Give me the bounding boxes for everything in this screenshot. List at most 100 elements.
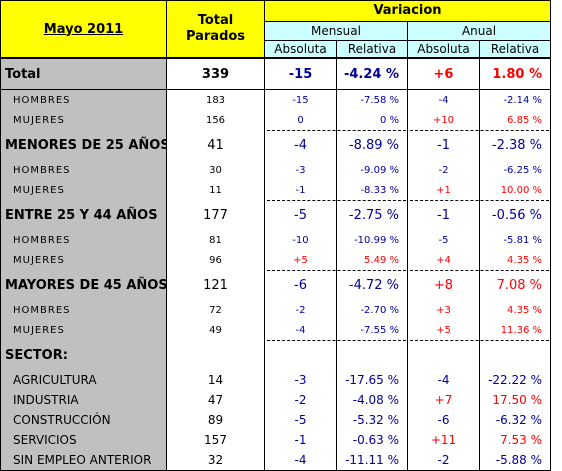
period-label: Mayo 2011	[43, 21, 124, 37]
row-label-sector-12: SECTOR:	[0, 340, 167, 370]
group-separator	[410, 130, 549, 131]
cell-a-rel-mujeres-8: 4.35 %	[480, 250, 551, 270]
cell-a-rel-entre-25-y-44-anos-6: -0.56 %	[480, 200, 551, 230]
cell-a-abs-servicios-16: +11	[408, 430, 480, 450]
row-label-menores-de-25-anos-3: MENORES DE 25 AÑOS:	[0, 130, 167, 160]
row-label-hombres-4: HOMBRES	[0, 160, 167, 180]
cell-total-hombres-7: 81	[167, 230, 265, 250]
row-label-entre-25-y-44-anos-6: ENTRE 25 Y 44 AÑOS	[0, 200, 167, 230]
cell-m-rel-servicios-16: -0.63 %	[337, 430, 408, 450]
cell-a-rel-agricultura-13: -22.22 %	[480, 370, 551, 390]
cell-m-rel-hombres-7: -10.99 %	[337, 230, 408, 250]
cell-m-abs-servicios-16: -1	[265, 430, 337, 450]
row-label-hombres-10: HOMBRES	[0, 300, 167, 320]
cell-m-rel-mujeres-2: 0 %	[337, 110, 408, 130]
variacion-label: Variacion	[373, 3, 442, 18]
cell-a-rel-hombres-1: -2.14 %	[480, 90, 551, 110]
cell-m-abs-menores-de-25-anos-3: -4	[265, 130, 337, 160]
cell-m-rel-sin-empleo-anterior-17: -11.11 %	[337, 450, 408, 471]
cell-a-rel-hombres-4: -6.25 %	[480, 160, 551, 180]
cell-total-hombres-10: 72	[167, 300, 265, 320]
cell-total-servicios-16: 157	[167, 430, 265, 450]
cell-total-mayores-de-45-anos-9: 121	[167, 270, 265, 300]
period-header: Mayo 2011	[0, 0, 167, 58]
cell-a-abs-mujeres-8: +4	[408, 250, 480, 270]
cell-a-rel-hombres-10: 4.35 %	[480, 300, 551, 320]
cell-a-abs-mujeres-2: +10	[408, 110, 480, 130]
cell-m-abs-hombres-4: -3	[265, 160, 337, 180]
cell-total-total-0: 339	[167, 58, 265, 90]
cell-a-rel-mayores-de-45-anos-9: 7.08 %	[480, 270, 551, 300]
cell-m-rel-hombres-4: -9.09 %	[337, 160, 408, 180]
cell-a-abs-hombres-7: -5	[408, 230, 480, 250]
cell-m-rel-hombres-1: -7.58 %	[337, 90, 408, 110]
cell-total-menores-de-25-anos-3: 41	[167, 130, 265, 160]
cell-total-mujeres-2: 156	[167, 110, 265, 130]
cell-m-abs-mujeres-2: 0	[265, 110, 337, 130]
cell-a-abs-mujeres-5: +1	[408, 180, 480, 200]
mensual-label: Mensual	[311, 24, 361, 38]
cell-a-rel-mujeres-11: 11.36 %	[480, 320, 551, 340]
cell-a-abs-sin-empleo-anterior-17: -2	[408, 450, 480, 471]
row-label-total-0: Total	[0, 58, 167, 90]
group-separator	[410, 200, 549, 201]
cell-m-abs-agricultura-13: -3	[265, 370, 337, 390]
cell-m-abs-hombres-10: -2	[265, 300, 337, 320]
cell-a-abs-total-0: +6	[408, 58, 480, 90]
cell-a-rel-mujeres-2: 6.85 %	[480, 110, 551, 130]
cell-m-rel-agricultura-13: -17.65 %	[337, 370, 408, 390]
group-separator	[267, 270, 406, 271]
cell-a-rel-industria-14: 17.50 %	[480, 390, 551, 410]
cell-m-rel-entre-25-y-44-anos-6: -2.75 %	[337, 200, 408, 230]
cell-m-abs-mujeres-11: -4	[265, 320, 337, 340]
cell-a-abs-mujeres-11: +5	[408, 320, 480, 340]
cell-a-abs-entre-25-y-44-anos-6: -1	[408, 200, 480, 230]
cell-m-rel-total-0: -4.24 %	[337, 58, 408, 90]
row-label-construccion-15: CONSTRUCCIÓN	[0, 410, 167, 430]
cell-total-mujeres-8: 96	[167, 250, 265, 270]
cell-a-abs-construccion-15: -6	[408, 410, 480, 430]
row-label-mujeres-11: MUJERES	[0, 320, 167, 340]
cell-m-abs-construccion-15: -5	[265, 410, 337, 430]
total-parados-header: Total Parados	[167, 0, 265, 58]
cell-total-construccion-15: 89	[167, 410, 265, 430]
absoluta-mensual-label: Absoluta	[274, 42, 327, 56]
cell-m-rel-menores-de-25-anos-3: -8.89 %	[337, 130, 408, 160]
cell-total-agricultura-13: 14	[167, 370, 265, 390]
cell-total-sector-12	[167, 340, 265, 370]
cell-m-abs-hombres-7: -10	[265, 230, 337, 250]
cell-m-abs-sin-empleo-anterior-17: -4	[265, 450, 337, 471]
cell-m-abs-sector-12	[265, 340, 337, 370]
total-header-line1: Total	[197, 13, 234, 28]
absoluta-anual-label: Absoluta	[417, 42, 470, 56]
cell-m-abs-entre-25-y-44-anos-6: -5	[265, 200, 337, 230]
group-separator	[410, 340, 549, 341]
cell-total-entre-25-y-44-anos-6: 177	[167, 200, 265, 230]
cell-total-hombres-1: 183	[167, 90, 265, 110]
cell-a-abs-hombres-4: -2	[408, 160, 480, 180]
row-label-mayores-de-45-anos-9: MAYORES DE 45 AÑOS	[0, 270, 167, 300]
cell-a-rel-menores-de-25-anos-3: -2.38 %	[480, 130, 551, 160]
cell-total-mujeres-11: 49	[167, 320, 265, 340]
row-label-industria-14: INDUSTRIA	[0, 390, 167, 410]
cell-a-abs-industria-14: +7	[408, 390, 480, 410]
cell-a-rel-hombres-7: -5.81 %	[480, 230, 551, 250]
cell-a-rel-mujeres-5: 10.00 %	[480, 180, 551, 200]
cell-a-rel-total-0: 1.80 %	[480, 58, 551, 90]
cell-m-rel-mujeres-11: -7.55 %	[337, 320, 408, 340]
cell-m-abs-hombres-1: -15	[265, 90, 337, 110]
cell-a-abs-hombres-10: +3	[408, 300, 480, 320]
row-label-servicios-16: SERVICIOS	[0, 430, 167, 450]
cell-m-abs-total-0: -15	[265, 58, 337, 90]
cell-a-abs-menores-de-25-anos-3: -1	[408, 130, 480, 160]
relativa-mensual-header: Relativa	[337, 40, 408, 58]
cell-m-abs-mujeres-8: +5	[265, 250, 337, 270]
group-separator	[267, 340, 406, 341]
cell-total-industria-14: 47	[167, 390, 265, 410]
cell-total-mujeres-5: 11	[167, 180, 265, 200]
cell-m-rel-sector-12	[337, 340, 408, 370]
cell-total-sin-empleo-anterior-17: 32	[167, 450, 265, 471]
relativa-anual-header: Relativa	[480, 40, 551, 58]
absoluta-mensual-header: Absoluta	[265, 40, 337, 58]
